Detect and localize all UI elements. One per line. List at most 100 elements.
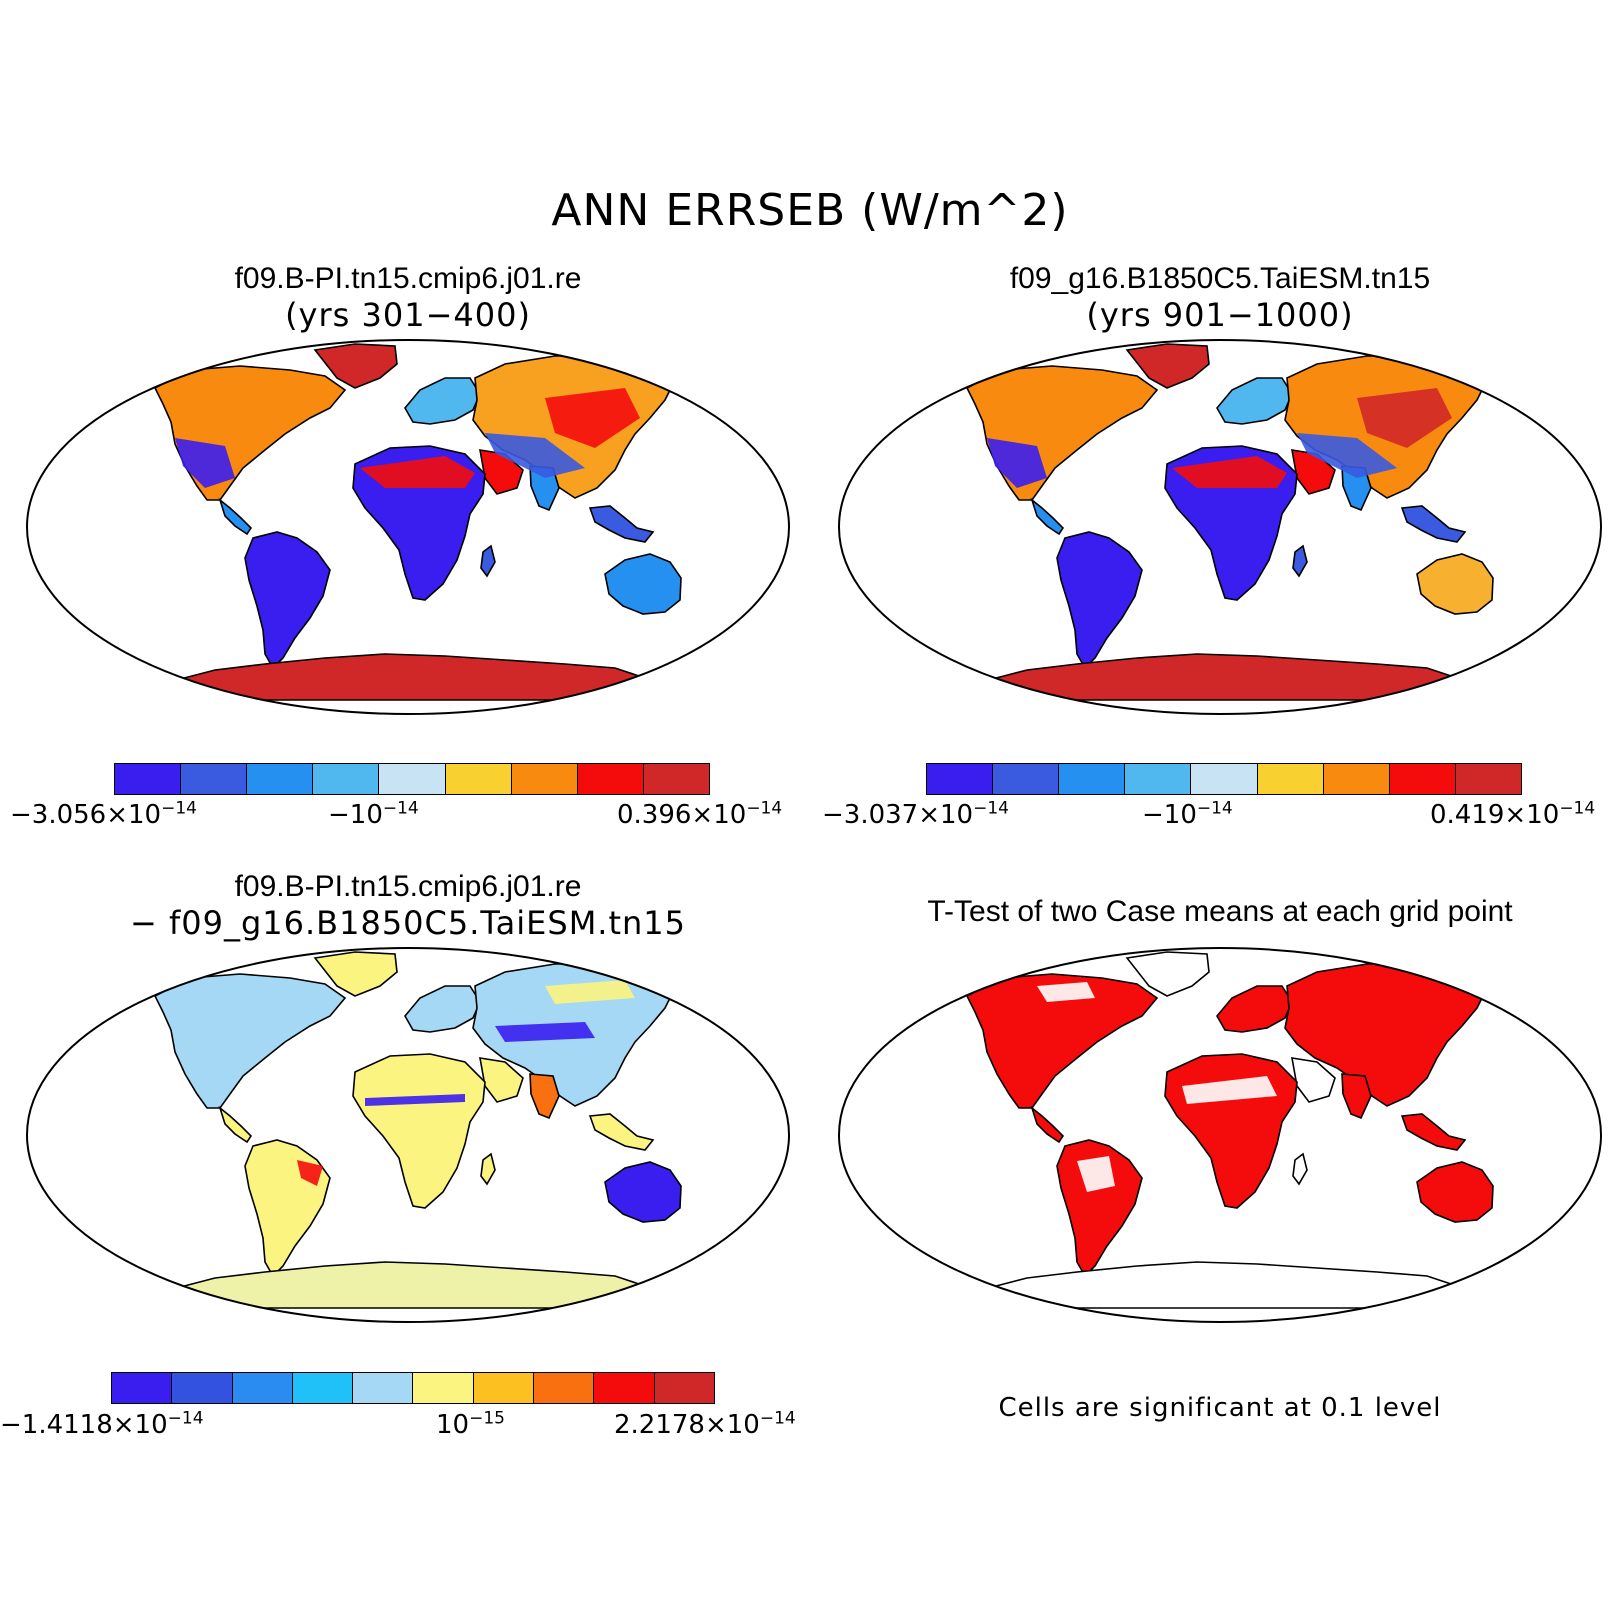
field-region-2 [360,456,475,488]
colorbar-diff-mid-label: 10−15 [436,1408,505,1440]
colorbar-swatch-8 [577,764,644,794]
field-region-3 [1037,982,1095,1002]
colorbar-swatch-5 [1191,764,1258,794]
field-region-1 [1182,1076,1277,1104]
map-case2 [837,338,1603,716]
field-region-2 [1172,456,1287,488]
continent-maritime [588,1113,655,1151]
continent-maritime [1400,1113,1467,1151]
colorbar-swatch-3 [232,1373,293,1403]
panel-case2-subtitle: (yrs 901−1000) [1086,296,1354,334]
continent-madagascar [480,544,496,578]
colorbar-swatch-3 [1059,764,1126,794]
colorbar-swatch-7 [511,764,578,794]
map-diff [25,946,791,1324]
continent-europe [404,377,481,425]
colorbar-case2-max-label: 0.419×10−14 [1430,798,1596,830]
colorbar-swatch-9 [1455,764,1521,794]
continent-africa [1164,1053,1298,1209]
continent-centralAmerica [218,497,253,536]
field-region-3 [545,388,640,448]
continent-southAmerica [244,531,331,670]
continent-southAmerica [244,1139,331,1278]
colorbar-swatch-8 [534,1373,595,1403]
continent-southAmerica [1056,1139,1143,1278]
continent-centralAmerica [218,1105,253,1144]
field-region-3 [297,1160,323,1186]
continent-greenland [1125,343,1210,389]
continent-maritime [588,505,655,543]
colorbar-diff-max-label: 2.2178×10−14 [614,1408,796,1440]
map-projection-frame [838,947,1602,1323]
colorbar-swatch-1 [112,1373,173,1403]
colorbar-swatch-7 [473,1373,535,1403]
colorbar-swatch-6 [445,764,512,794]
map-projection-frame [838,339,1602,715]
panel-diff-subtitle: − f09_g16.B1850C5.TaiESM.tn15 [129,904,687,942]
colorbar-case1-mid-label: −10−14 [328,798,419,830]
field-region-3 [1357,388,1452,448]
continent-australia [1416,553,1494,615]
colorbar-swatch-4 [292,1373,354,1403]
continent-antarctica [974,653,1479,701]
colorbar-swatch-6 [1257,764,1324,794]
colorbar-case2-min-label: −3.037×10−14 [822,798,1009,830]
continent-maritime [1400,505,1467,543]
panel-case1-title: f09.B-PI.tn15.cmip6.j01.re [234,262,582,295]
continent-greenland [313,343,398,389]
continent-greenland [313,951,398,997]
continent-australia [604,553,682,615]
continent-northAmerica [153,365,347,501]
colorbar-swatch-1 [927,764,994,794]
field-region-4 [1297,433,1397,478]
continent-northAmerica [965,365,1159,501]
field-region-1 [175,438,235,488]
continent-australia [1416,1161,1494,1223]
continent-europe [1216,377,1293,425]
continent-northAmerica [153,973,347,1109]
figure-title: ANN ERRSEB (W/m^2) [551,185,1069,236]
colorbar-swatch-2 [172,1373,233,1403]
continent-australia [604,1161,682,1223]
field-region-4 [545,980,635,1004]
panel-case1-subtitle: (yrs 301−400) [285,296,531,334]
colorbar-swatch-3 [247,764,314,794]
colorbar-swatch-4 [1125,764,1192,794]
significance-note: Cells are significant at 0.1 level [998,1393,1442,1423]
continent-europe [404,985,481,1033]
continent-africa [352,1053,486,1209]
colorbar-swatch-5 [353,1373,414,1403]
continent-madagascar [1292,1152,1308,1186]
panel-diff-title: f09.B-PI.tn15.cmip6.j01.re [234,870,582,903]
colorbar-swatch-7 [1323,764,1390,794]
colorbar-swatch-2 [181,764,248,794]
colorbar-swatch-9 [594,1373,655,1403]
colorbar-swatch-10 [654,1373,714,1403]
continent-india [1341,1073,1372,1120]
panel-ttest-title: T-Test of two Case means at each grid po… [927,895,1513,928]
continent-antarctica [974,1261,1479,1309]
colorbar-swatch-4 [313,764,380,794]
colorbar-swatch-6 [413,1373,474,1403]
continent-northAmerica [965,973,1159,1109]
colorbar-swatch-2 [993,764,1060,794]
continent-madagascar [480,1152,496,1186]
map-projection-frame [26,339,790,715]
colorbar-swatch-9 [643,764,709,794]
colorbar-case1-max-label: 0.396×10−14 [617,798,783,830]
map-case1 [25,338,791,716]
continent-centralAmerica [1030,1105,1065,1144]
continent-madagascar [1292,544,1308,578]
continent-centralAmerica [1030,497,1065,536]
colorbar-swatch-1 [115,764,182,794]
colorbar-case1 [114,763,710,795]
continent-southAmerica [1056,531,1143,670]
colorbar-diff-min-label: −1.4118×10−14 [0,1408,204,1440]
field-region-1 [495,1022,595,1042]
continent-greenland [1125,951,1210,997]
field-region-2 [365,1094,465,1106]
field-region-1 [987,438,1047,488]
field-region-2 [1077,1156,1115,1192]
continent-india [529,1073,560,1120]
colorbar-diff [111,1372,715,1404]
